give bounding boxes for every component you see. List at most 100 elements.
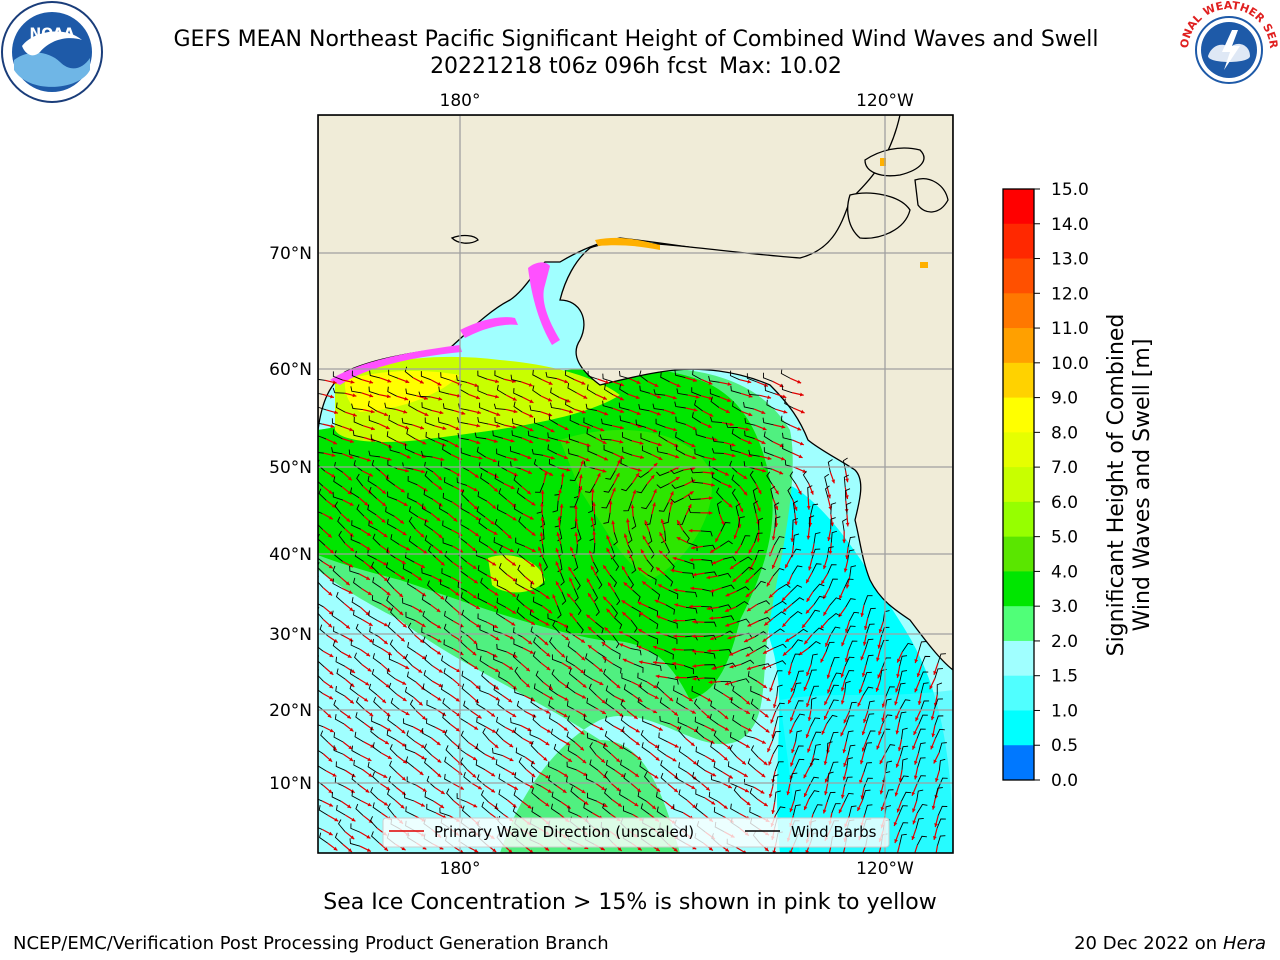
wave-arrow-head [472, 651, 477, 656]
wave-arrow-head [916, 673, 921, 678]
wave-arrow-head [455, 727, 460, 732]
wind-barb [533, 683, 544, 694]
wave-arrow-head [640, 549, 645, 554]
wind-barb [517, 564, 526, 577]
colorbar-band [1003, 571, 1034, 607]
wave-arrow-head [637, 601, 642, 606]
wave-arrow-head [557, 488, 562, 493]
wind-barb [639, 370, 648, 382]
colorbar-band [1003, 328, 1034, 364]
wave-arrow-head [689, 558, 694, 562]
wind-barb [569, 497, 579, 508]
wind-barb [512, 806, 522, 818]
wave-arrow-head [912, 820, 917, 825]
sea-ice [330, 158, 928, 385]
wind-barb [509, 446, 521, 455]
wave-arrow-head [512, 610, 517, 614]
wave-arrow-head [623, 582, 628, 587]
wave-arrow-head [539, 532, 544, 536]
wind-barb [721, 584, 735, 590]
wave-arrow-head [531, 501, 536, 506]
wave-arrow-head [710, 482, 715, 487]
wave-arrow-head [654, 383, 659, 387]
wave-arrow-head [840, 673, 845, 678]
wind-barb [405, 611, 416, 621]
wind-barb [787, 486, 793, 500]
wind-barb [496, 716, 506, 728]
wave-arrow-head [741, 760, 746, 765]
wave-arrow-head [436, 608, 441, 613]
wind-barb [481, 670, 490, 683]
wind-barb [496, 448, 507, 458]
wind-barb [678, 746, 688, 758]
wind-barb [603, 512, 611, 524]
wave-arrow-head [477, 785, 482, 790]
wave-arrow-head [329, 653, 334, 657]
wind-barb [318, 724, 324, 728]
wind-barb [695, 746, 706, 757]
wave-arrow-head [914, 659, 919, 664]
wind-barb [618, 402, 630, 411]
wave-arrow-head [692, 572, 697, 577]
colorbar-tick-label: 1.5 [1051, 667, 1078, 687]
wave-arrow-head [563, 713, 568, 717]
wind-barb [565, 655, 575, 667]
wind-barb [553, 743, 563, 756]
wind-barb [693, 698, 702, 711]
wind-barb [355, 712, 365, 724]
wind-barb [566, 761, 577, 771]
wind-barb [757, 517, 764, 531]
wind-barb [334, 550, 343, 562]
forecast-date: 20221218 t06z 096h fcst [430, 54, 708, 79]
wind-barb [640, 729, 649, 742]
wind-barb [720, 522, 731, 532]
wind-barb [648, 634, 659, 645]
wind-barb [660, 372, 670, 383]
wind-barb [318, 475, 324, 487]
wind-barb [795, 730, 802, 742]
wind-barb [586, 792, 598, 802]
wave-arrow-head [327, 713, 332, 718]
wave-arrow-head [549, 472, 554, 476]
wind-barb [901, 758, 908, 770]
wind-barb [386, 431, 397, 442]
wave-arrow-head [532, 713, 537, 718]
wave-arrow-head [657, 442, 662, 447]
wind-barb [918, 714, 928, 725]
wave-arrow-head [424, 412, 429, 416]
wind-barb [649, 618, 659, 630]
wind-barb [529, 729, 540, 740]
wind-barb [426, 699, 437, 710]
wind-barb [602, 373, 613, 383]
wind-barb [556, 605, 562, 619]
wind-barb [539, 528, 545, 542]
wave-arrow-head [440, 595, 445, 600]
wind-barb [389, 445, 400, 454]
wave-arrow-head [767, 748, 771, 753]
wind-barb [348, 449, 360, 458]
wave-arrow-head [895, 730, 900, 735]
wave-arrow-head [692, 649, 696, 654]
wind-barb [830, 530, 838, 543]
wind-barb [456, 477, 468, 486]
wave-arrow-head [845, 522, 850, 527]
wave-arrow-head [403, 502, 408, 506]
sea-ice-caption: Sea Ice Concentration > 15% is shown in … [323, 890, 937, 915]
wind-barb [831, 803, 841, 814]
wind-barb [700, 530, 713, 537]
colorbar-label: Significant Height of Combined Wind Wave… [1104, 314, 1155, 657]
wave-arrow-head [490, 713, 495, 717]
wave-arrow-head [654, 744, 659, 749]
wave-arrow-head [562, 789, 567, 793]
wave-arrow-head [620, 728, 625, 732]
wind-barb [318, 760, 327, 772]
wind-barb [405, 388, 417, 397]
wave-arrow-head [729, 422, 734, 427]
wave-arrow-head [761, 740, 766, 744]
wave-arrow-head [422, 505, 427, 510]
wind-barb [791, 565, 803, 575]
wind-barb [637, 672, 648, 683]
wind-barb [917, 742, 926, 754]
wind-barb [515, 537, 526, 547]
wave-arrow-head [656, 411, 661, 416]
